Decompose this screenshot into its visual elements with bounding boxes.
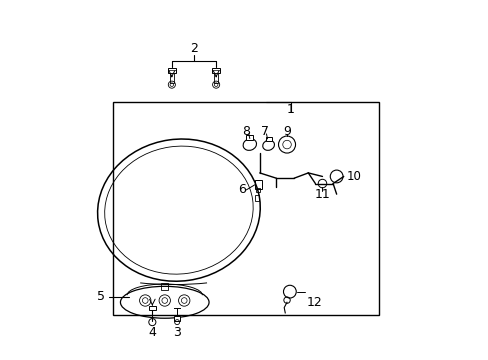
Bar — [148, 306, 156, 310]
Text: 12: 12 — [306, 296, 322, 309]
Text: 10: 10 — [346, 170, 361, 183]
Bar — [255, 180, 261, 189]
Bar — [246, 135, 253, 140]
Text: 11: 11 — [314, 188, 330, 201]
Bar — [255, 195, 259, 201]
Text: 7: 7 — [261, 125, 268, 138]
Text: 1: 1 — [286, 103, 294, 116]
Bar — [167, 68, 176, 73]
Ellipse shape — [262, 140, 274, 150]
Bar — [170, 73, 173, 83]
Bar — [214, 73, 218, 83]
Text: 6: 6 — [238, 184, 245, 197]
Text: 2: 2 — [190, 42, 198, 55]
Text: 9: 9 — [283, 125, 290, 138]
Bar — [161, 283, 168, 290]
Bar — [211, 68, 220, 73]
Bar — [265, 137, 271, 141]
Bar — [256, 188, 260, 192]
Text: 3: 3 — [173, 326, 181, 339]
Bar — [174, 316, 180, 321]
Text: 5: 5 — [97, 291, 105, 303]
Text: 8: 8 — [242, 125, 250, 138]
Ellipse shape — [243, 139, 256, 150]
Bar — [113, 102, 378, 315]
Text: 4: 4 — [148, 326, 156, 339]
